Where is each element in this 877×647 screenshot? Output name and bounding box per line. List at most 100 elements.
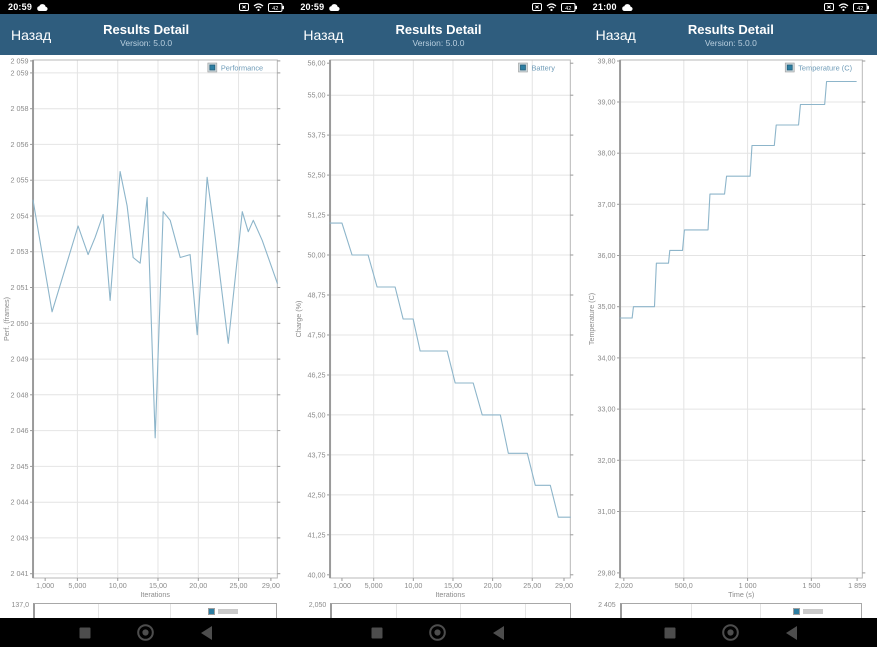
cloud-icon <box>37 3 48 11</box>
svg-text:50,00: 50,00 <box>308 251 326 260</box>
recents-square-button[interactable] <box>79 627 91 639</box>
app-header: Назад Results Detail Version: 5.0.0 <box>0 14 293 55</box>
cloud-icon <box>621 3 633 11</box>
back-triangle-button[interactable] <box>492 625 505 641</box>
svg-text:1 000: 1 000 <box>738 581 756 590</box>
svg-text:36,00: 36,00 <box>597 251 615 260</box>
tick-marks <box>616 60 865 581</box>
svg-text:1 500: 1 500 <box>802 581 820 590</box>
legend-label: Temperature (C) <box>798 64 852 73</box>
svg-text:10,00: 10,00 <box>405 581 423 590</box>
recents-square-button[interactable] <box>371 627 383 639</box>
svg-text:2 054: 2 054 <box>11 212 29 221</box>
x-square-icon <box>239 3 250 11</box>
title-block: Results Detail Version: 5.0.0 <box>292 22 584 48</box>
svg-text:20,00: 20,00 <box>189 581 207 590</box>
phone-screenshot-panel-1: 20:59 42 Назад Results Detail Version: 5… <box>0 0 293 647</box>
title-block: Results Detail Version: 5.0.0 <box>0 22 292 48</box>
svg-text:33,00: 33,00 <box>597 405 615 414</box>
version-label: Version: 5.0.0 <box>120 37 173 48</box>
status-right: 42 <box>823 2 869 12</box>
svg-text:56,00: 56,00 <box>308 59 326 68</box>
svg-text:2 059: 2 059 <box>11 56 29 65</box>
svg-text:2,020: 2,020 <box>614 581 632 590</box>
legend: Temperature (C) <box>784 62 852 73</box>
svg-text:2 053: 2 053 <box>11 247 29 256</box>
next-chart-peek: 137,0 <box>0 600 293 618</box>
svg-text:25,00: 25,00 <box>524 581 542 590</box>
svg-text:15,00: 15,00 <box>444 581 462 590</box>
svg-text:53,75: 53,75 <box>308 131 326 140</box>
legend-label: Performance <box>221 64 263 73</box>
back-triangle-button[interactable] <box>785 625 798 641</box>
status-right: 42 <box>531 2 577 12</box>
recents-square-button[interactable] <box>664 627 676 639</box>
svg-text:2 050: 2 050 <box>11 319 29 328</box>
svg-text:47,50: 47,50 <box>308 331 326 340</box>
y-axis-title: Perf. (frames) <box>2 297 11 341</box>
back-triangle-button[interactable] <box>200 625 213 641</box>
svg-text:35,00: 35,00 <box>597 302 615 311</box>
peek-y-tick-label: 2 405 <box>598 602 616 609</box>
app-header: Назад Results Detail Version: 5.0.0 <box>292 14 585 55</box>
peek-gridline <box>760 604 762 618</box>
svg-text:32,00: 32,00 <box>597 456 615 465</box>
tick-marks <box>30 60 281 581</box>
svg-text:2 041: 2 041 <box>11 569 29 578</box>
svg-text:29,00: 29,00 <box>555 581 573 590</box>
performance-chart: 2 059 2 059 2 058 2 056 2 055 2 054 2 053 2 051… <box>0 55 293 600</box>
svg-text:2 045: 2 045 <box>11 462 29 471</box>
phone-screenshot-panel-3: 21:00 42 Назад Results Detail Version: 5… <box>584 0 877 647</box>
home-circle-button[interactable] <box>429 624 447 641</box>
back-button[interactable]: Назад <box>11 26 52 43</box>
svg-text:55,00: 55,00 <box>308 91 326 100</box>
gridlines <box>619 60 862 578</box>
svg-text:2 051: 2 051 <box>11 283 29 292</box>
svg-text:45,00: 45,00 <box>308 410 326 419</box>
android-nav-bar <box>292 618 585 647</box>
svg-text:2 043: 2 043 <box>11 533 29 542</box>
svg-text:41,25: 41,25 <box>308 530 326 539</box>
back-button[interactable]: Назад <box>303 26 344 43</box>
battery-percent-text: 42 <box>565 5 571 11</box>
svg-text:51,25: 51,25 <box>308 211 326 220</box>
battery-icon: 42 <box>268 2 285 12</box>
battery-percent-text: 42 <box>857 5 863 11</box>
legend-swatch-icon <box>208 608 216 615</box>
wifi-icon <box>546 3 557 11</box>
svg-text:2 055: 2 055 <box>11 176 29 185</box>
home-circle-button[interactable] <box>137 624 154 641</box>
status-bar: 21:00 42 <box>584 0 877 14</box>
home-circle-button[interactable] <box>722 624 739 641</box>
android-nav-bar <box>584 618 877 647</box>
back-button[interactable]: Назад <box>595 26 636 43</box>
peek-gridline <box>691 604 693 618</box>
svg-text:1,000: 1,000 <box>333 581 351 590</box>
status-bar: 20:59 42 <box>292 0 585 14</box>
y-axis-labels: 2 059 2 059 2 058 2 056 2 055 2 054 2 053 2 051… <box>11 56 29 578</box>
plot-border <box>32 59 278 579</box>
tick-marks <box>327 62 574 581</box>
svg-text:2 059: 2 059 <box>11 68 29 77</box>
status-right: 42 <box>239 2 285 12</box>
svg-text:10,00: 10,00 <box>109 581 127 590</box>
page-title: Results Detail <box>687 21 774 37</box>
legend-label: Battery <box>532 64 556 73</box>
y-axis-labels: 39,80 39,00 38,00 37,00 36,00 35,00 34,00 33,00… <box>597 57 615 578</box>
next-chart-peek: 2,050 <box>292 600 585 618</box>
peek-legend <box>792 608 823 615</box>
x-axis-title: Iterations <box>436 590 466 599</box>
svg-text:38,00: 38,00 <box>597 149 615 158</box>
legend-swatch-icon <box>792 608 800 615</box>
peek-plot-box <box>330 603 571 618</box>
svg-text:34,00: 34,00 <box>597 353 615 362</box>
svg-text:5,000: 5,000 <box>365 581 383 590</box>
svg-text:39,80: 39,80 <box>597 57 615 66</box>
peek-gridline <box>97 604 99 618</box>
peek-legend-text-cutoff <box>802 609 823 614</box>
svg-text:31,00: 31,00 <box>597 507 615 516</box>
wifi-icon <box>253 3 264 11</box>
x-axis-labels: 1,000 5,000 10,00 15,00 20,00 25,00 29,00 <box>333 581 573 590</box>
y-axis-title: Charge (%) <box>294 301 303 338</box>
svg-text:2 044: 2 044 <box>11 498 29 507</box>
